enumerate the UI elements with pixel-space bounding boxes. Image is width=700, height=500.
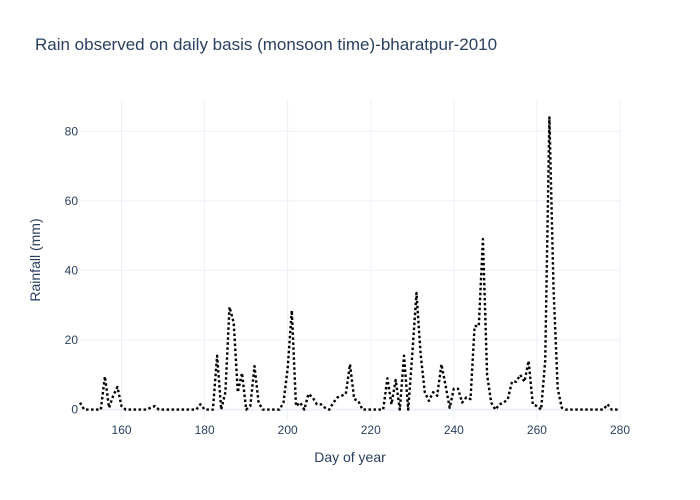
x-axis-ticks: 160 180 200 220 240 260 280 xyxy=(112,423,631,437)
y-tick-label: 80 xyxy=(65,124,79,138)
y-tick-label: 0 xyxy=(71,403,78,417)
x-tick-label: 220 xyxy=(361,423,381,437)
x-axis-title: Day of year xyxy=(314,449,386,465)
y-tick-label: 20 xyxy=(65,333,79,347)
chart-title: Rain observed on daily basis (monsoon ti… xyxy=(35,35,497,54)
series-layer xyxy=(78,116,620,411)
x-tick-label: 260 xyxy=(527,423,547,437)
x-tick-label: 280 xyxy=(610,423,630,437)
x-tick-label: 180 xyxy=(195,423,215,437)
rainfall-series-line xyxy=(78,116,620,411)
x-tick-label: 160 xyxy=(112,423,132,437)
x-tick-label: 200 xyxy=(278,423,298,437)
y-axis-ticks: 0 20 40 60 80 xyxy=(65,124,79,416)
grid xyxy=(80,100,621,420)
y-tick-label: 40 xyxy=(65,263,79,277)
x-tick-label: 240 xyxy=(444,423,464,437)
y-axis-title: Rainfall (mm) xyxy=(27,218,43,301)
y-tick-label: 60 xyxy=(65,194,79,208)
